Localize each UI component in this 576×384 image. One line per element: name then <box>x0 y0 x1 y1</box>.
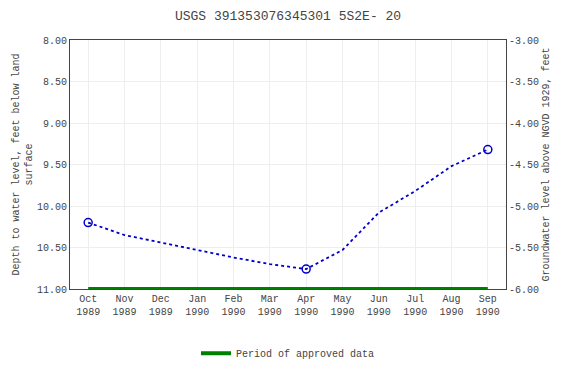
svg-text:-6.00: -6.00 <box>509 285 539 296</box>
svg-text:-3.50: -3.50 <box>509 77 539 88</box>
svg-text:Jul1990: Jul1990 <box>403 294 427 318</box>
svg-text:8.00: 8.00 <box>43 36 67 47</box>
svg-text:10.00: 10.00 <box>37 202 67 213</box>
svg-text:Dec1989: Dec1989 <box>149 294 173 318</box>
svg-text:10.50: 10.50 <box>37 243 67 254</box>
svg-text:-5.50: -5.50 <box>509 243 539 254</box>
svg-text:Period of approved data: Period of approved data <box>236 349 374 360</box>
svg-text:Groundwater level above NGVD 1: Groundwater level above NGVD 1929, feet <box>541 47 552 281</box>
svg-text:Aug1990: Aug1990 <box>439 294 463 318</box>
svg-text:Apr1990: Apr1990 <box>294 294 318 318</box>
svg-text:-4.00: -4.00 <box>509 119 539 130</box>
svg-text:Sep1990: Sep1990 <box>476 294 500 318</box>
svg-text:Oct1989: Oct1989 <box>76 294 100 318</box>
svg-text:8.50: 8.50 <box>43 77 67 88</box>
svg-text:-5.00: -5.00 <box>509 202 539 213</box>
svg-text:Jun1990: Jun1990 <box>367 294 391 318</box>
svg-text:Nov1989: Nov1989 <box>112 294 136 318</box>
svg-text:-3.00: -3.00 <box>509 36 539 47</box>
svg-text:Feb1990: Feb1990 <box>221 294 245 318</box>
svg-text:9.00: 9.00 <box>43 119 67 130</box>
svg-text:Jan1990: Jan1990 <box>185 294 209 318</box>
svg-text:11.00: 11.00 <box>37 285 67 296</box>
svg-text:May1990: May1990 <box>330 294 354 318</box>
svg-text:Depth to water level, feet bel: Depth to water level, feet below landsur… <box>11 53 35 275</box>
svg-text:-4.50: -4.50 <box>509 160 539 171</box>
svg-text:USGS 391353076345301 5S2E- 20: USGS 391353076345301 5S2E- 20 <box>175 9 401 24</box>
svg-text:Mar1990: Mar1990 <box>258 294 282 318</box>
svg-text:9.50: 9.50 <box>43 160 67 171</box>
